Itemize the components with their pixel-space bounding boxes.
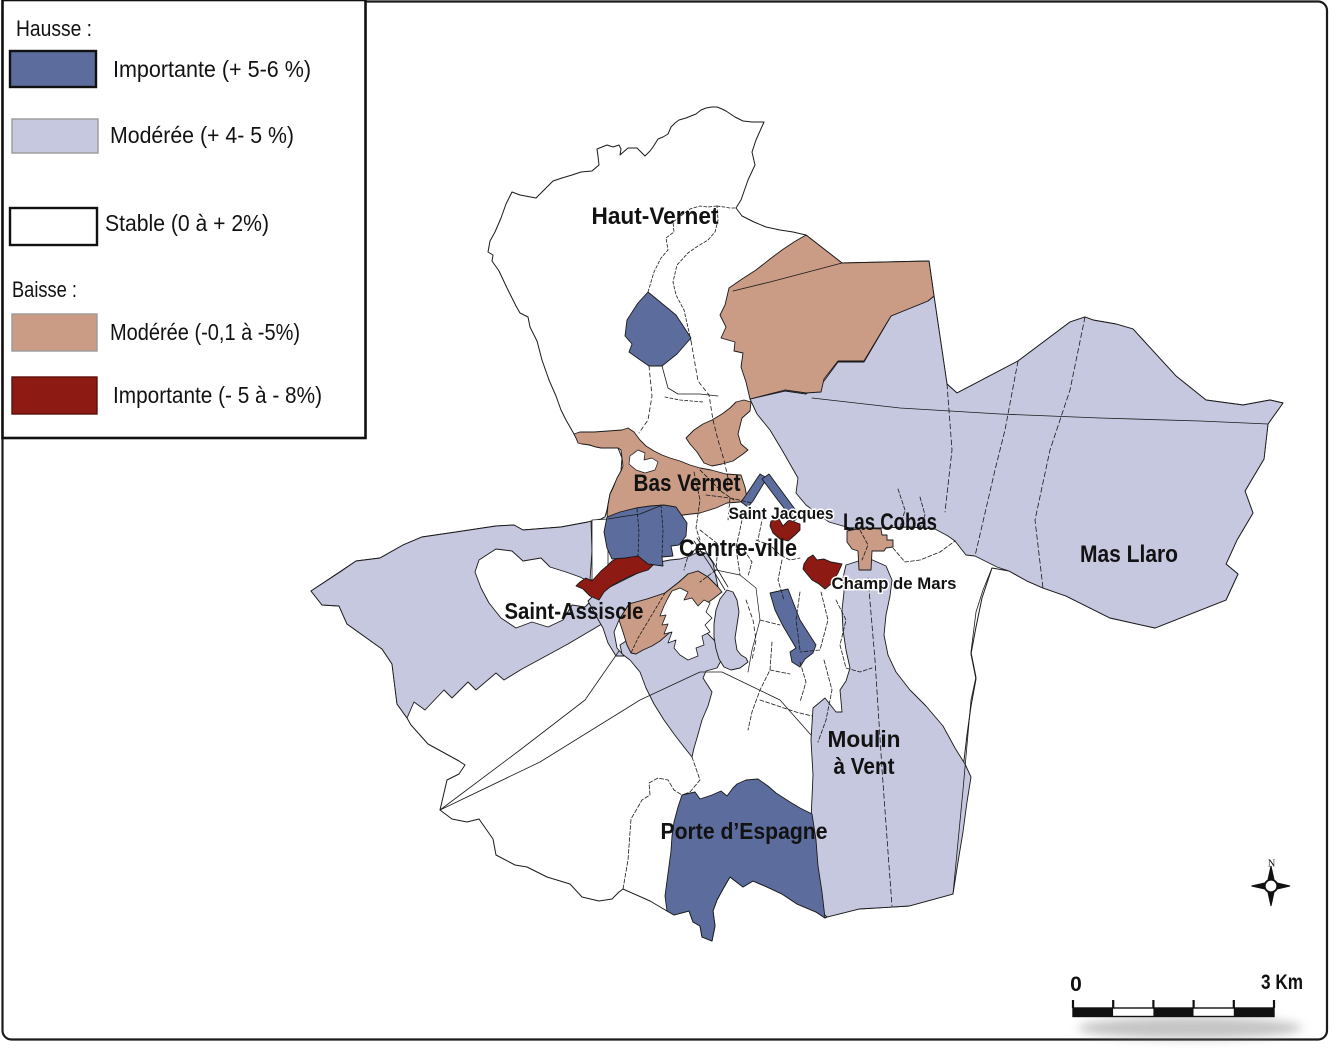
svg-text:Hausse :: Hausse :	[16, 16, 92, 41]
svg-text:Mas Llaro: Mas Llaro	[1080, 541, 1178, 568]
svg-text:N: N	[1268, 859, 1276, 870]
svg-text:Modérée (+ 4- 5 %): Modérée (+ 4- 5 %)	[110, 122, 294, 148]
svg-text:Champ de Mars: Champ de Mars	[832, 574, 957, 593]
svg-text:Las Cobas: Las Cobas	[843, 509, 937, 536]
svg-text:à Vent: à Vent	[834, 753, 895, 779]
svg-text:Modérée (-0,1 à -5%): Modérée (-0,1 à -5%)	[110, 319, 300, 345]
svg-text:Stable (0 à + 2%): Stable (0 à + 2%)	[105, 210, 269, 236]
svg-text:Importante (+ 5-6 %): Importante (+ 5-6 %)	[113, 56, 311, 82]
svg-text:Bas Vernet: Bas Vernet	[634, 470, 741, 497]
svg-text:Saint-Assiscle: Saint-Assiscle	[505, 598, 644, 624]
svg-text:Moulin: Moulin	[828, 726, 901, 752]
svg-text:Baisse :: Baisse :	[12, 277, 77, 302]
svg-text:Centre-ville: Centre-ville	[679, 535, 797, 562]
svg-text:Porte d’Espagne: Porte d’Espagne	[661, 818, 828, 844]
svg-text:Haut-Vernet: Haut-Vernet	[592, 203, 719, 230]
svg-text:3 Km: 3 Km	[1261, 971, 1303, 994]
svg-text:Importante (- 5 à - 8%): Importante (- 5 à - 8%)	[113, 382, 322, 408]
svg-text:0: 0	[1070, 973, 1082, 996]
svg-text:Saint Jacques: Saint Jacques	[729, 504, 834, 523]
